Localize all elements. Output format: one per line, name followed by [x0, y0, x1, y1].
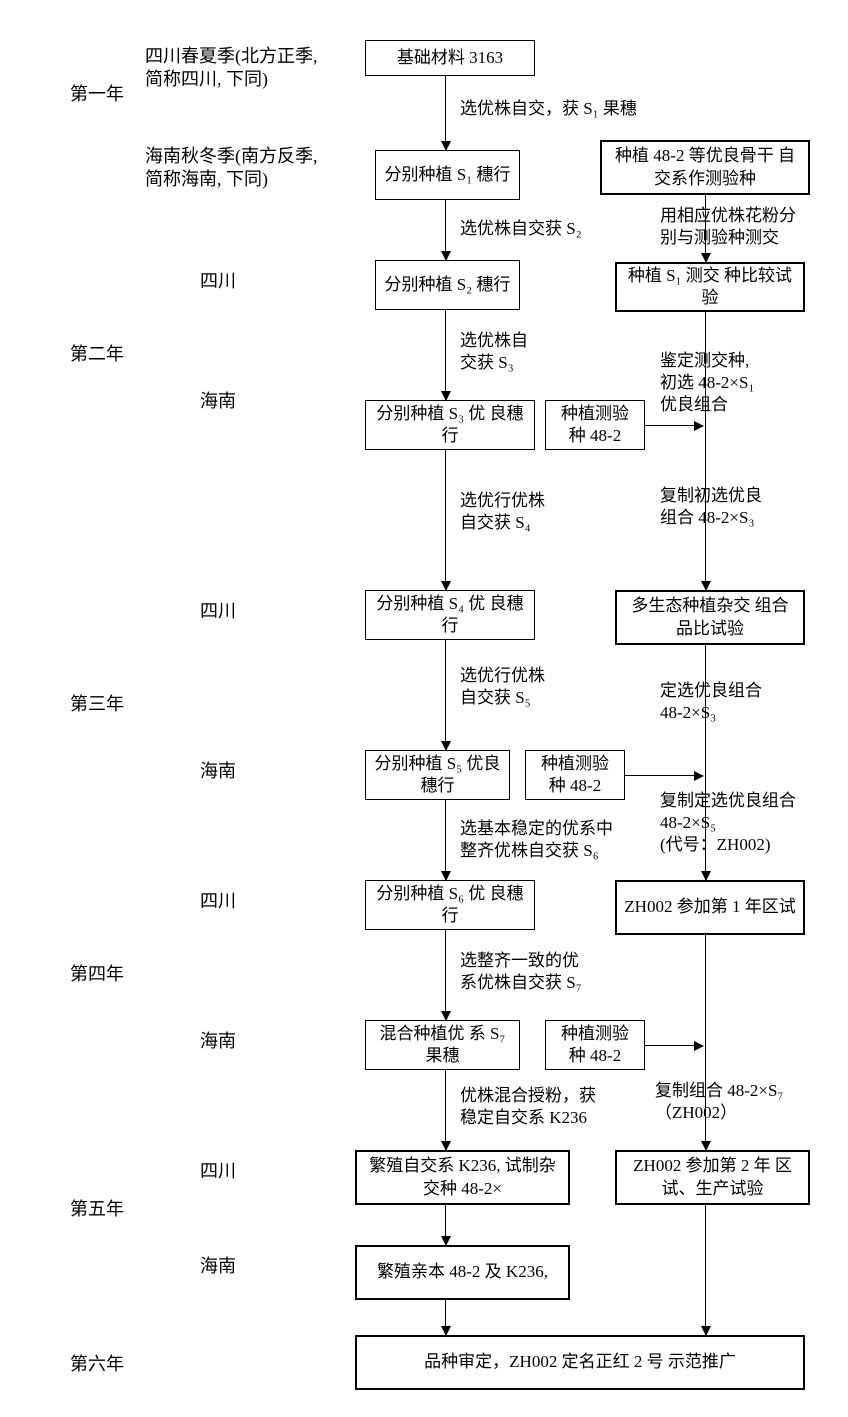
node-s3: 分别种植 S₃ 优 良穗行 [365, 400, 535, 450]
arrow-main-3 [445, 310, 446, 400]
arrow-cross-t3 [645, 425, 703, 426]
loc-y2-sc: 四川 [200, 270, 236, 293]
arrow-right-5 [705, 1205, 706, 1335]
node-r2: 种植 S₁ 测交 种比较试验 [615, 262, 805, 312]
loc-y1-sc-long: 四川春夏季(北方正季, 简称四川, 下同) [145, 45, 318, 90]
edge-e6: 选基本稳定的优系中 整齐优株自交获 S₆ [460, 818, 613, 862]
year-6: 第六年 [70, 1350, 124, 1376]
edge-e4r: 复制初选优良 组合 48-2×S₃ [660, 485, 762, 529]
arrow-main-7 [445, 930, 446, 1020]
edge-e6r: 复制定选优良组合 48-2×S₅ (代号：ZH002) [660, 790, 796, 856]
loc-y3-sc: 四川 [200, 600, 236, 623]
arrow-main-4 [445, 450, 446, 590]
edge-e4: 选优行优株 自交获 S₄ [460, 490, 545, 534]
node-k236: 繁殖自交系 K236, 试制杂交种 48-2× [355, 1150, 570, 1205]
edge-e8: 优株混合授粉，获 稳定自交系 K236 [460, 1085, 596, 1129]
year-5: 第五年 [70, 1195, 124, 1221]
node-s2: 分别种植 S₂ 穗行 [375, 260, 520, 310]
node-final: 品种审定，ZH002 定名正红 2 号 示范推广 [355, 1335, 805, 1390]
edge-e1: 选优株自交，获 S₁ 果穗 [460, 98, 637, 120]
arrow-main-10 [445, 1300, 446, 1335]
loc-y3-hn: 海南 [200, 760, 236, 783]
loc-y1-hn-long: 海南秋冬季(南方反季, 简称海南, 下同) [145, 145, 318, 190]
node-r8: ZH002 参加第 2 年 区试、生产试验 [615, 1150, 810, 1205]
arrow-main-1 [445, 76, 446, 150]
loc-y4-hn: 海南 [200, 1030, 236, 1053]
edge-e5r: 定选优良组合 48-2×S₃ [660, 680, 762, 724]
year-1: 第一年 [70, 80, 124, 106]
node-s4: 分别种植 S₄ 优 良穗行 [365, 590, 535, 640]
node-s6: 分别种植 S₆ 优 良穗行 [365, 880, 535, 930]
edge-e2r: 用相应优株花粉分 别与测验种测交 [660, 205, 796, 249]
year-2: 第二年 [70, 340, 124, 366]
edge-e3: 选优株自 交获 S₃ [460, 330, 528, 374]
node-test-s3: 种植测验 种 48-2 [545, 400, 645, 450]
edge-e5: 选优行优株 自交获 S₅ [460, 665, 545, 709]
arrow-cross-t7 [645, 1045, 703, 1046]
loc-y5-sc: 四川 [200, 1160, 236, 1183]
arrow-main-9 [445, 1205, 446, 1245]
node-s5: 分别种植 S₅ 优良穗行 [365, 750, 510, 800]
arrow-main-8 [445, 1070, 446, 1150]
node-test-s7: 种植测验 种 48-2 [545, 1020, 645, 1070]
edge-e7: 选整齐一致的优 系优株自交获 S₇ [460, 950, 582, 994]
arrow-main-5 [445, 640, 446, 750]
loc-y4-sc: 四川 [200, 890, 236, 913]
arrow-main-6 [445, 800, 446, 880]
node-parents: 繁殖亲本 48-2 及 K236, [355, 1245, 570, 1300]
node-base: 基础材料 3163 [365, 40, 535, 76]
year-3: 第三年 [70, 690, 124, 716]
node-r6: ZH002 参加第 1 年区试 [615, 880, 805, 935]
loc-y5-hn: 海南 [200, 1255, 236, 1278]
loc-y2-hn: 海南 [200, 390, 236, 413]
edge-e3r: 鉴定测交种, 初选 48-2×S₁ 优良组合 [660, 350, 754, 416]
node-test-s5: 种植测验 种 48-2 [525, 750, 625, 800]
node-r1: 种植 48-2 等优良骨干 自交系作测验种 [600, 140, 810, 195]
node-s1: 分别种植 S₁ 穗行 [375, 150, 520, 200]
arrow-cross-t5 [625, 775, 703, 776]
arrow-main-2 [445, 200, 446, 260]
node-r4: 多生态种植杂交 组合品比试验 [615, 590, 805, 645]
node-s7: 混合种植优 系 S₇ 果穗 [365, 1020, 520, 1070]
edge-e2: 选优株自交获 S₂ [460, 218, 582, 240]
year-4: 第四年 [70, 960, 124, 986]
edge-e8r: 复制组合 48-2×S₇ （ZH002） [655, 1080, 783, 1124]
